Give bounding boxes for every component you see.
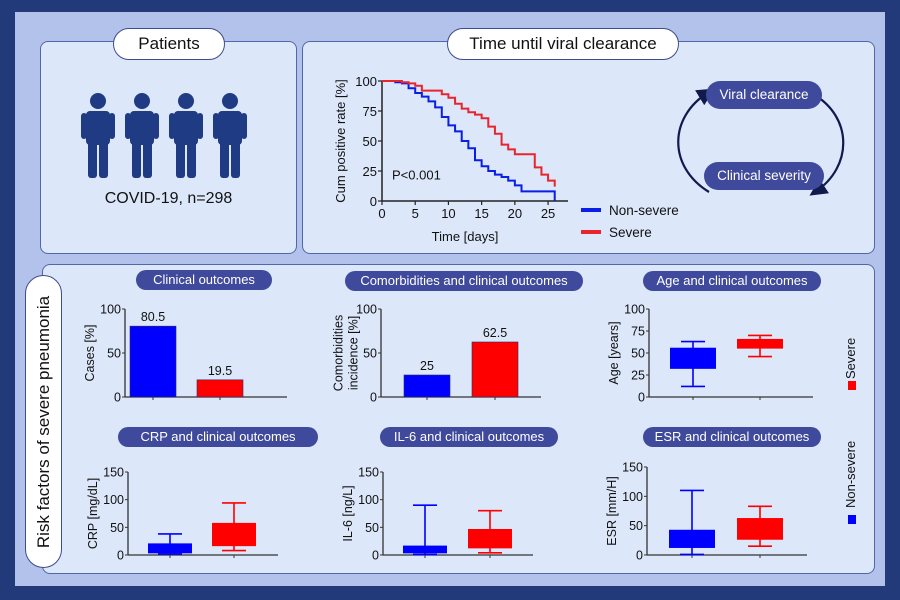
risk-factors-panel: [42, 264, 875, 574]
viral-clearance-title: Time until viral clearance: [447, 28, 679, 60]
person-icon: [81, 93, 115, 178]
km-line-non-severe: [382, 80, 556, 201]
side-label-text: Risk factors of severe pneumonia: [33, 295, 53, 548]
km-x-tick-label: 5: [412, 206, 419, 221]
chart-title-age: Age and clinical outcomes: [643, 271, 821, 291]
patients-panel: COVID-19, n=298: [40, 41, 297, 254]
patient-icons: [81, 93, 247, 178]
chart-title-il6: IL-6 and clinical outcomes: [380, 427, 558, 447]
km-line-severe: [382, 80, 556, 187]
km-legend-item-severe: Severe: [581, 221, 679, 243]
risk-factors-side-label: Risk factors of severe pneumonia: [25, 275, 62, 568]
viral-clearance-node: Viral clearance: [706, 81, 822, 109]
side-legend-non-severe-label: Non-severe: [843, 440, 858, 508]
chart-title-comorbidities: Comorbidities and clinical outcomes: [345, 271, 583, 291]
arrow-up-left-icon: [677, 88, 715, 193]
legend-swatch-red: [581, 230, 601, 234]
km-x-tick-label: 25: [541, 206, 555, 221]
chart-title-crp: CRP and clinical outcomes: [118, 427, 318, 447]
side-legend-severe-swatch: [848, 381, 856, 390]
km-y-tick-label: 25: [363, 164, 377, 179]
km-legend-item-non-severe: Non-severe: [581, 199, 679, 221]
arrow-down-right-icon: [809, 93, 845, 196]
km-chart: 0 25 50 75 100 0 5 10 15 20 25 Time [days] Cum posit…: [333, 74, 568, 244]
side-legend-severe-label: Severe: [843, 337, 858, 379]
km-y-tick-label: 75: [363, 104, 377, 119]
person-icon: [125, 93, 159, 178]
km-y-tick-label: 100: [355, 74, 377, 89]
km-y-label: Cum positive rate [%]: [333, 79, 348, 203]
legend-label: Severe: [609, 224, 652, 240]
cycle-arrows: [677, 88, 845, 196]
km-x-tick-label: 0: [378, 206, 385, 221]
km-x-tick-label: 10: [441, 206, 455, 221]
side-legend-non-severe-swatch: [848, 515, 856, 524]
patients-caption: COVID-19, n=298: [104, 190, 233, 207]
km-x-tick-label: 20: [508, 206, 522, 221]
legend-label: Non-severe: [609, 202, 679, 218]
chart-title-clinical-outcomes: Clinical outcomes: [136, 270, 272, 290]
km-x-label: Time [days]: [432, 229, 499, 244]
km-p-value: P<0.001: [392, 167, 441, 182]
km-x-tick-label: 15: [474, 206, 488, 221]
person-icon: [169, 93, 203, 178]
km-y-tick-label: 50: [363, 134, 377, 149]
legend-swatch-blue: [581, 208, 601, 212]
clinical-severity-node: Clinical severity: [704, 162, 824, 190]
viral-clearance-panel: 0 25 50 75 100 0 5 10 15 20 25 Time [days] Cum posit…: [302, 41, 875, 254]
km-legend: Non-severe Severe: [581, 199, 679, 243]
patients-title: Patients: [113, 28, 225, 60]
chart-title-esr: ESR and clinical outcomes: [643, 427, 821, 447]
km-y-tick-label: 0: [370, 194, 377, 209]
person-icon: [213, 93, 247, 178]
